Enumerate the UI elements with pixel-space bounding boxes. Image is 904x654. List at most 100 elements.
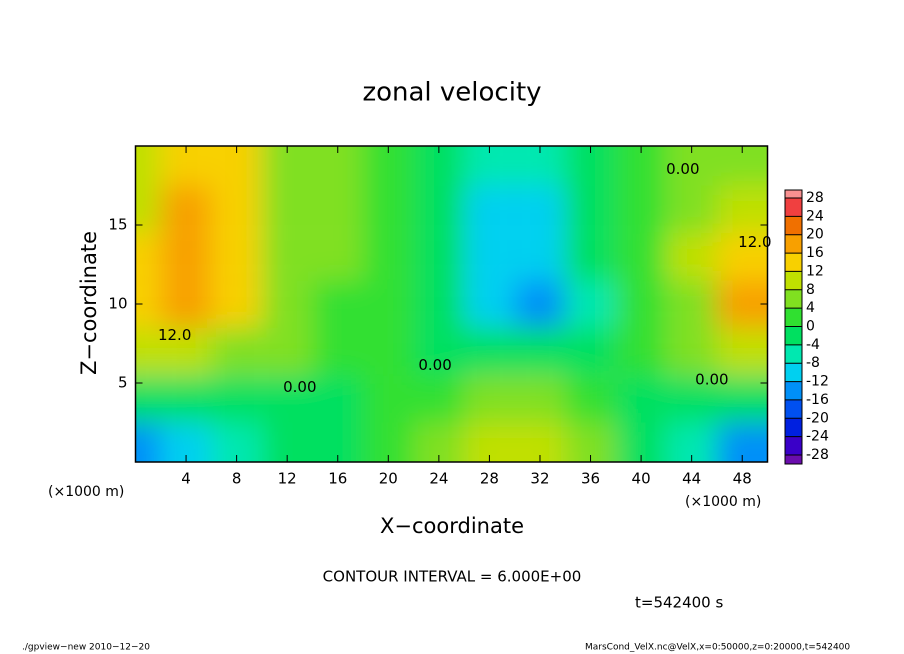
- field-cell: [565, 327, 616, 376]
- colorbar-label: -12: [806, 374, 829, 390]
- colorbar-box: [785, 190, 802, 198]
- field-cell: [135, 232, 161, 281]
- field-cell: [514, 375, 566, 423]
- colorbar-label: 12: [806, 263, 824, 279]
- field-cell: [211, 232, 262, 281]
- colorbar-label: 16: [806, 245, 824, 261]
- field-cell: [363, 327, 414, 376]
- axes: 4 8 12 16 20 24 28 32 36 40 44 48510150.000.000.000…: [108, 146, 829, 488]
- field-cell: [160, 185, 212, 233]
- field-cell: [615, 232, 667, 281]
- field-cell: [160, 280, 212, 328]
- field-cell: [464, 185, 515, 233]
- colorbar-box: [785, 234, 802, 254]
- colorbar-box: [785, 326, 802, 345]
- field-cell: [565, 375, 616, 423]
- field-cell: [565, 185, 616, 233]
- contour-interval: CONTOUR INTERVAL = 6.000E+00: [323, 568, 582, 586]
- colorbar-box: [785, 363, 802, 382]
- x-tick-label: 48: [733, 470, 752, 488]
- colorbar-box: [785, 381, 802, 400]
- field-cell: [261, 375, 313, 423]
- contour-label: 12.0: [158, 326, 191, 344]
- field-cell: [716, 280, 768, 328]
- field-cell: [615, 280, 667, 328]
- contour-label: 0.00: [695, 370, 728, 388]
- footer: ./gpview−new 2010−12−20: [22, 643, 150, 653]
- field-cell: [211, 375, 262, 423]
- x-tick-label: 28: [480, 470, 499, 488]
- field-cell: [666, 185, 717, 233]
- y-tick-label: 15: [108, 216, 127, 234]
- field-cell: [261, 280, 313, 328]
- field-cell: [514, 280, 566, 328]
- time-label: t=542400 s: [635, 594, 723, 612]
- field-cell: [211, 327, 262, 376]
- field-cell: [514, 327, 566, 376]
- field-cell: [666, 280, 717, 328]
- field-cell: [464, 280, 515, 328]
- field-cell: [363, 185, 414, 233]
- field-cell: [312, 327, 364, 376]
- colorbar-label: -16: [806, 392, 829, 408]
- field-cell: [464, 232, 515, 281]
- field-cell: [211, 185, 262, 233]
- y-tick-label: 5: [118, 374, 128, 392]
- field-cell: [413, 185, 465, 233]
- colorbar-label: 0: [806, 319, 815, 335]
- field-cell: [716, 185, 768, 233]
- x-tick-label: 12: [278, 470, 297, 488]
- field-cell: [666, 327, 717, 376]
- plot-frame: [134, 145, 769, 463]
- field-cell: [464, 375, 515, 423]
- field-cell: [261, 185, 313, 233]
- field-cell: [464, 327, 515, 376]
- colorbar-box: [785, 289, 802, 309]
- field-cell: [666, 232, 717, 281]
- colorbar-label: -20: [806, 410, 829, 426]
- field-cell: [135, 146, 161, 186]
- colorbar-box: [785, 399, 802, 419]
- chart-title: zonal velocity: [362, 78, 541, 108]
- field-cell: [312, 185, 364, 233]
- x-tick-label: 20: [379, 470, 398, 488]
- field-cell: [160, 327, 212, 376]
- field-cell: [135, 327, 161, 376]
- colorbar-label: 4: [806, 300, 815, 316]
- field-cell: [565, 280, 616, 328]
- colorbar-label: 24: [806, 208, 824, 224]
- field-cell: [413, 327, 465, 376]
- colorbar-label: -24: [806, 429, 829, 445]
- field-cell: [413, 375, 465, 423]
- x-unit-label: (×1000 m): [685, 494, 761, 510]
- field-cell: [363, 375, 414, 423]
- colorbar-box: [785, 253, 802, 272]
- field-cell: [312, 375, 364, 423]
- x-tick-label: 40: [632, 470, 651, 488]
- field-cell: [312, 280, 364, 328]
- field-cell: [716, 327, 768, 376]
- x-tick-label: 36: [581, 470, 600, 488]
- field-cell: [261, 232, 313, 281]
- x-tick-label: 44: [682, 470, 701, 488]
- field-cell: [615, 375, 667, 423]
- field-cell: [135, 422, 161, 462]
- x-tick-label: 4: [181, 470, 191, 488]
- field-cell: [211, 280, 262, 328]
- field-cell: [261, 327, 313, 376]
- field-cell: [413, 280, 465, 328]
- colorbar-box: [785, 308, 802, 327]
- y-tick-label: 10: [108, 295, 127, 313]
- field-cell: [615, 185, 667, 233]
- contour-label: 0.00: [283, 378, 316, 396]
- colorbar-box: [785, 418, 802, 437]
- colorbar-label: -28: [806, 447, 829, 463]
- x-tick-label: 16: [328, 470, 347, 488]
- x-tick-label: 32: [530, 470, 549, 488]
- contour-label: 0.00: [418, 356, 451, 374]
- field-cell: [716, 375, 768, 423]
- field-cell: [160, 232, 212, 281]
- field-cell: [615, 327, 667, 376]
- colorbar-label: 8: [806, 282, 815, 298]
- field-cell: [514, 232, 566, 281]
